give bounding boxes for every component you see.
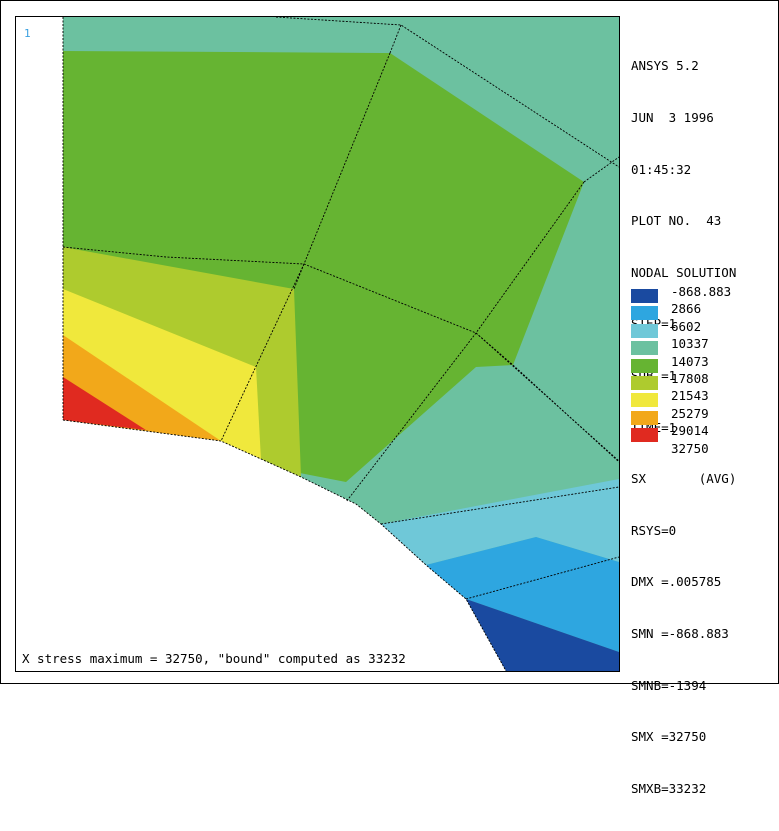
info-line: 01:45:32 — [631, 161, 692, 177]
plot-frame: 1 X stress maximum = 32750, "bound" comp… — [0, 0, 779, 796]
info-line: DMX =.005785 — [631, 574, 722, 590]
info-line: PLOT NO. 43 — [631, 213, 722, 229]
legend-label: 21543 — [671, 388, 709, 404]
legend-label: 10337 — [671, 336, 709, 352]
legend-swatch — [631, 323, 658, 338]
legend-label: -868.883 — [671, 284, 732, 299]
plot-caption: X stress maximum = 32750, "bound" comput… — [22, 651, 406, 666]
legend-swatch — [631, 376, 658, 390]
band-6602 — [381, 479, 619, 565]
contour-plot-viewport: 1 X stress maximum = 32750, "bound" comp… — [15, 16, 620, 672]
info-line: SMXB=33232 — [631, 780, 707, 796]
legend-swatch — [631, 428, 658, 443]
legend-label: 32750 — [671, 440, 709, 456]
info-line: SMNB=-1394 — [631, 677, 707, 693]
info-line: RSYS=0 — [631, 522, 677, 538]
element-mesh-lines — [62, 17, 619, 671]
legend-swatch — [631, 410, 658, 425]
info-line: JUN 3 1996 — [631, 110, 714, 125]
info-line: SX (AVG) — [631, 471, 737, 487]
info-line: ANSYS 5.2 — [631, 58, 699, 74]
legend-swatch — [631, 289, 658, 303]
legend-label: 14073 — [671, 353, 709, 369]
legend-swatch — [631, 341, 658, 356]
window-number: 1 — [24, 27, 31, 40]
legend-label: 6602 — [671, 318, 702, 334]
band-29014 — [63, 377, 146, 430]
legend-label: 17808 — [671, 371, 709, 386]
hole-region — [16, 415, 506, 671]
info-line: SMX =32750 — [631, 729, 707, 745]
legend-label: 2866 — [671, 301, 702, 317]
band-2866 — [426, 537, 619, 652]
legend-swatch — [631, 306, 658, 321]
legend-swatch — [631, 393, 658, 408]
legend-label: 25279 — [671, 405, 709, 421]
info-line: NODAL SOLUTION — [631, 264, 737, 280]
legend-label: 29014 — [671, 423, 709, 439]
legend-swatch — [631, 358, 658, 373]
info-line: SMN =-868.883 — [631, 625, 729, 641]
contour-plot — [16, 17, 619, 671]
band-868 — [466, 599, 619, 671]
